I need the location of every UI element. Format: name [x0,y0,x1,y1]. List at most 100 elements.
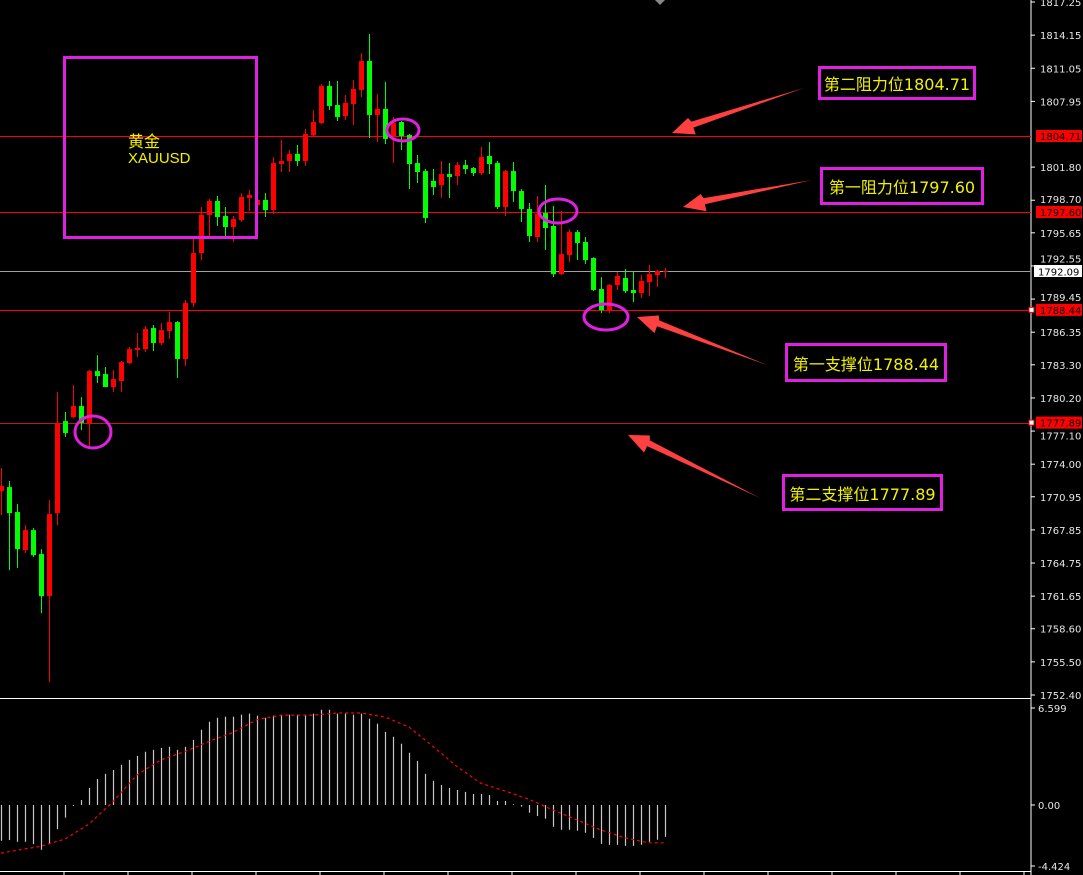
price-tick-label: 1761.65 [1040,592,1081,603]
candle-body [527,208,532,237]
candle-body [319,85,324,123]
candle-body [271,163,276,211]
candle-body [367,60,372,115]
resistance-1-label: 第一阻力位1797.60 [828,178,976,197]
candle-body [391,122,396,137]
candle-body [159,330,164,343]
candle-body [351,88,356,105]
candle [183,300,188,367]
candle-body [239,197,244,220]
candle-body [423,171,428,218]
price-tick-label: 1758.60 [1040,625,1081,636]
alert-marker-icon[interactable] [1028,306,1035,313]
candle-body [55,423,60,514]
candle [463,160,468,175]
candle [447,163,452,198]
candle-body [599,289,604,311]
candle [95,355,100,384]
price-tick-label: 1817.25 [1040,0,1081,9]
candle-body [639,281,644,293]
support-1-label: 第一支撑位1788.44 [792,354,940,374]
shift-marker-icon[interactable] [655,0,665,5]
candle [423,169,428,223]
candle-body [375,108,380,115]
candle [119,361,124,393]
resistance-price-tag [1036,130,1082,143]
candle [15,504,20,569]
candle [487,141,492,175]
candle-body [647,274,652,283]
support-price-tag [1036,303,1082,316]
resistance-price-tag [1036,205,1082,218]
candle-body [343,102,348,117]
candle-body [135,348,140,351]
candle [191,238,196,308]
candle [303,128,308,167]
candle [615,272,620,290]
resistance-1-label-box: 第一阻力位1797.60 [820,167,984,205]
signal-line [0,712,665,854]
price-tick-label: 1814.15 [1040,31,1081,42]
candle-body [471,168,476,173]
candle [215,195,220,226]
price-axis[interactable]: 1817.25 1814.15 1811.05 1807.95 1801.80 1798.… [1028,0,1082,873]
candle-body [415,163,420,173]
candle-body [191,253,196,304]
candle-body [279,161,284,165]
candle-body [487,155,492,165]
alert-marker-icon[interactable] [1028,419,1035,426]
candle-body [175,322,180,360]
candle [351,80,356,125]
highlight-circle [537,197,579,225]
candle [247,189,252,212]
candle-body [47,514,52,597]
candle-body [519,191,524,209]
candles [0,33,668,683]
candle-body [591,258,596,290]
annotations [73,88,812,498]
candle-body [15,512,20,550]
resistance-2-label-box: 第二阻力位1804.71 [818,66,976,100]
candle [127,347,132,365]
price-tick-label: 1755.50 [1040,658,1081,669]
candle-body [295,153,300,162]
candle [239,193,244,223]
candle [455,161,460,186]
candle-body [511,171,516,192]
candle [343,94,348,121]
candle [167,312,172,340]
candle [199,206,204,261]
candle-body [7,487,12,514]
candle [583,236,588,265]
candle [151,325,156,352]
candle [359,52,364,98]
candle-body [575,232,580,244]
indicator-tick-label: -4.424 [1038,862,1070,873]
candle [327,80,332,111]
candle-body [199,214,204,254]
candle-body [615,275,620,286]
candle [287,150,292,173]
candle [655,270,660,288]
price-tick-label: 1770.95 [1040,493,1081,504]
candle [263,193,268,218]
candle-body [311,122,316,136]
candle [271,157,276,215]
symbol-name: XAUUSD [128,150,191,167]
candle-body [207,200,212,215]
candle [607,284,612,314]
candle [519,189,524,223]
price-tick-label: 1786.35 [1040,328,1081,339]
price-tick-label: 1795.65 [1040,229,1081,240]
candle [55,392,60,526]
candle-body [631,289,636,293]
candle [135,333,140,358]
candle-body [583,242,588,261]
candle-body [263,200,268,211]
price-tick-label: 1767.85 [1040,526,1081,537]
candle-body [407,135,412,165]
candle [87,370,92,450]
indicator-tick-label: 6.599 [1038,704,1067,715]
candle [63,412,68,438]
